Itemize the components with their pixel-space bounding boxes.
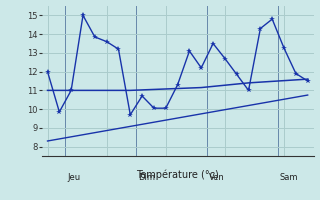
X-axis label: Température (°c): Température (°c) (136, 170, 219, 180)
Text: Ven: Ven (209, 173, 225, 182)
Text: Jeu: Jeu (67, 173, 80, 182)
Text: Dim: Dim (138, 173, 155, 182)
Text: Sam: Sam (280, 173, 298, 182)
